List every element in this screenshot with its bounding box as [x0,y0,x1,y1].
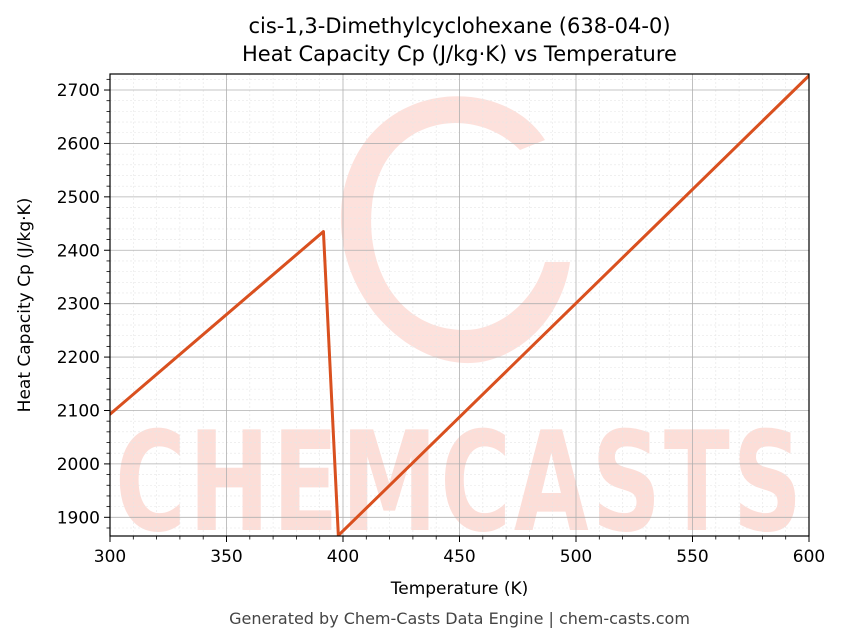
series-layer [110,74,809,536]
x-tick-label: 300 [94,547,126,567]
chart-title: cis-1,3-Dimethylcyclohexane (638-04-0) [248,14,670,38]
y-tick-label: 2000 [57,455,100,475]
y-tick-label: 2600 [57,134,100,154]
y-tick-label: 2200 [57,348,100,368]
x-tick-label: 500 [560,547,592,567]
series-line [110,74,809,536]
y-axis-label: Heat Capacity Cp (J/kg·K) [15,198,35,413]
watermark: CHEMCASTS [115,96,801,563]
y-tick-label: 2500 [57,188,100,208]
x-axis-ticks: 300 350 400 450 500 550 600 [94,536,825,567]
x-tick-label: 600 [793,547,825,567]
y-tick-label: 2400 [57,241,100,261]
x-tick-label: 550 [676,547,708,567]
watermark-logo-icon [340,96,570,364]
x-tick-label: 400 [327,547,359,567]
x-tick-label: 450 [443,547,475,567]
chart-subtitle: Heat Capacity Cp (J/kg·K) vs Temperature [242,42,677,66]
x-axis-label: Temperature (K) [390,579,529,599]
footer-credit: Generated by Chem-Casts Data Engine | ch… [229,609,690,628]
y-tick-label: 2100 [57,401,100,421]
y-axis-ticks: 1900 2000 2100 2200 2300 2400 2500 2600 2700 [57,78,110,529]
y-tick-label: 1900 [57,508,100,528]
y-tick-label: 2300 [57,295,100,315]
x-tick-label: 350 [210,547,242,567]
y-tick-label: 2700 [57,81,100,101]
major-gridlines [109,74,810,536]
